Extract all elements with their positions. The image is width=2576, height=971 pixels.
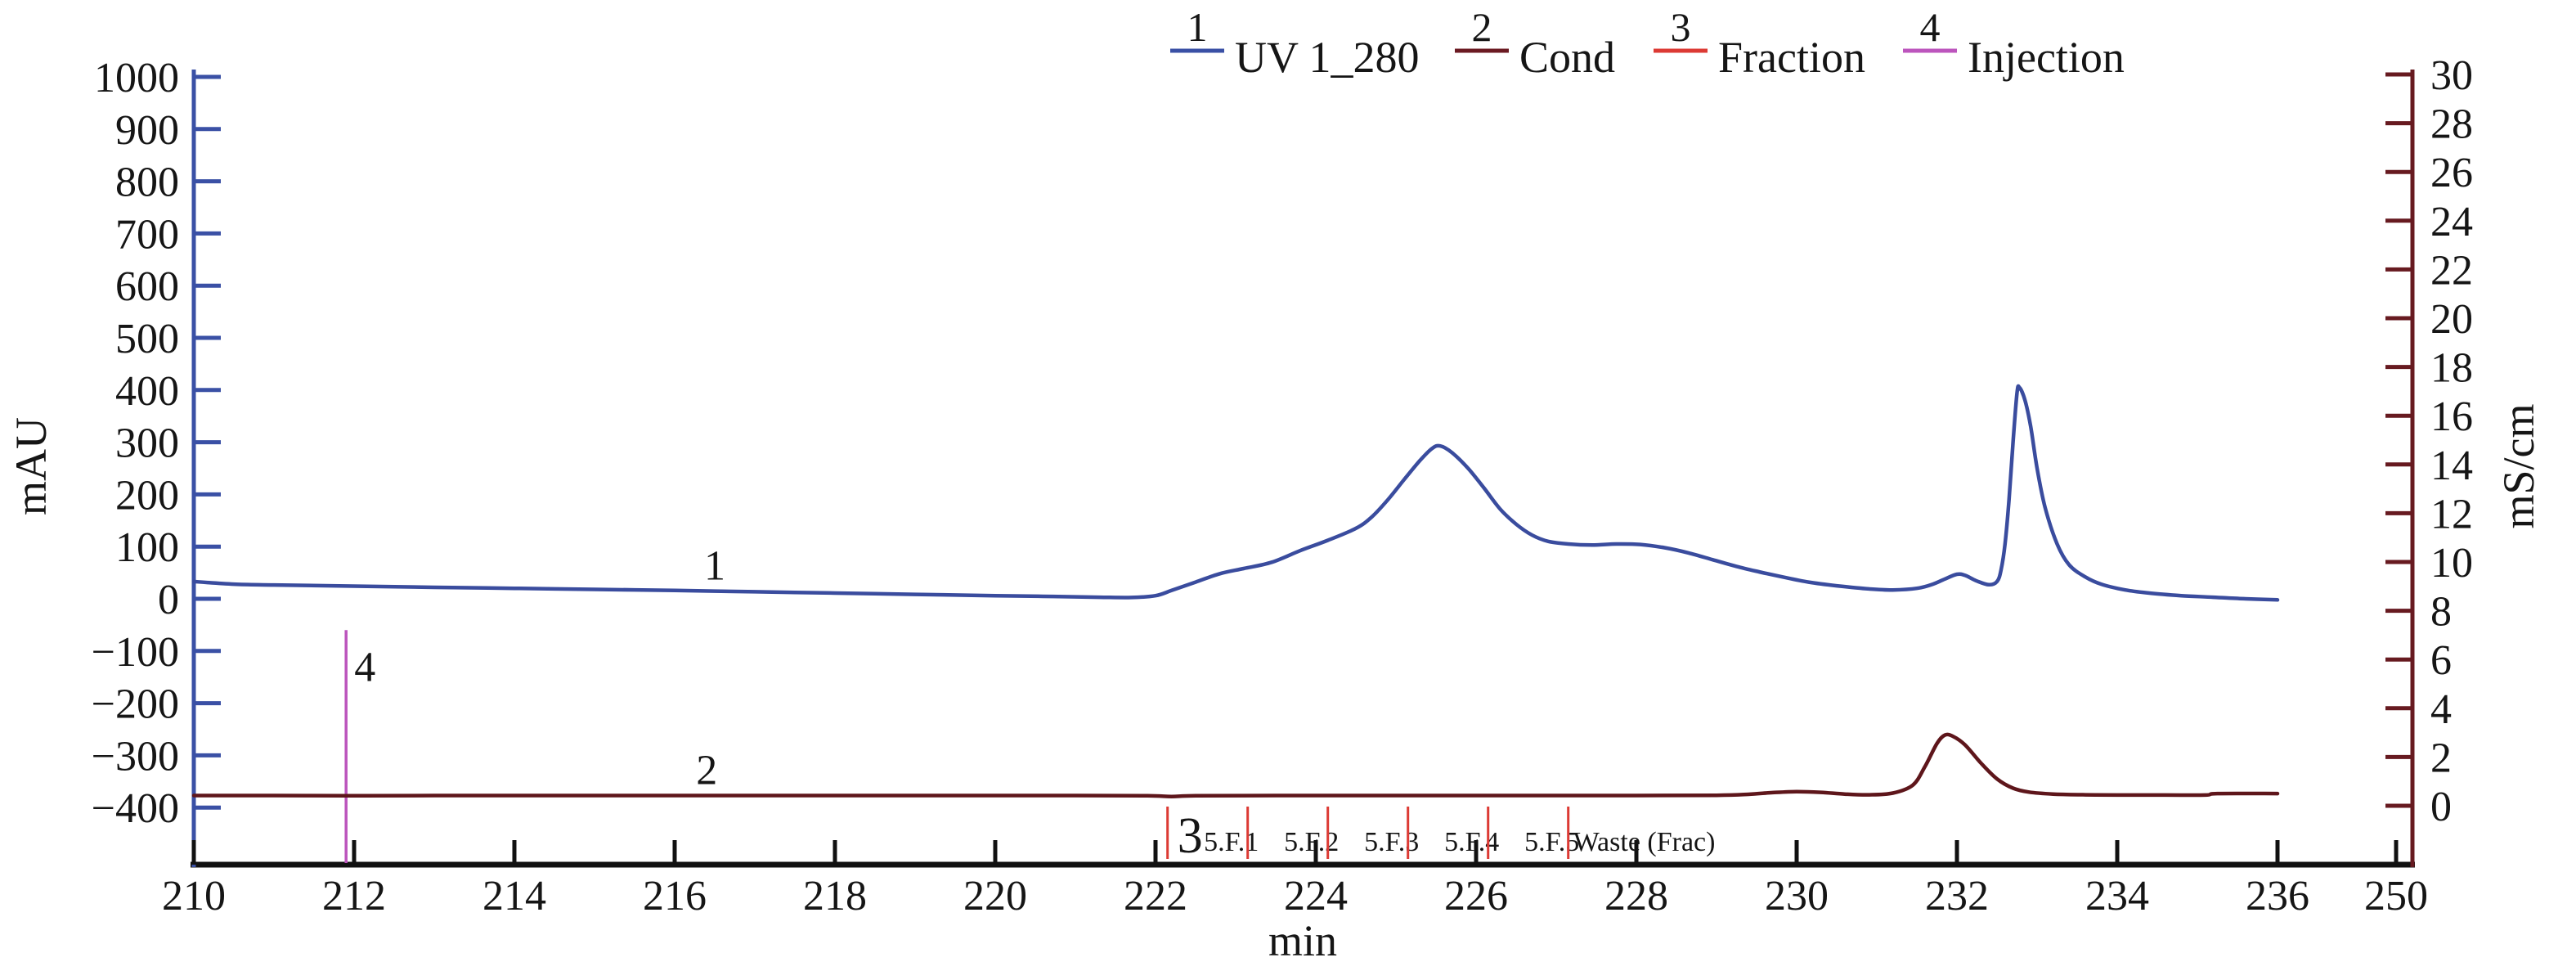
curve-number-2: 2 bbox=[696, 747, 717, 793]
legend-label: UV 1_280 bbox=[1235, 33, 1420, 82]
fraction-label: 5.F.2 bbox=[1284, 827, 1339, 857]
legend-label: Cond bbox=[1519, 33, 1615, 82]
right-axis-tick-label: 18 bbox=[2430, 345, 2473, 392]
left-axis-tick-label: 0 bbox=[158, 577, 179, 623]
left-axis-tick-label: 100 bbox=[115, 524, 179, 571]
legend-number: 4 bbox=[1920, 4, 1941, 50]
right-axis-title: mS/cm bbox=[2494, 403, 2543, 528]
right-axis-tick-label: 2 bbox=[2430, 735, 2452, 781]
x-axis-tick-label: 250 bbox=[2364, 873, 2428, 919]
legend-number: 2 bbox=[1472, 4, 1492, 50]
x-axis-tick-label: 226 bbox=[1444, 873, 1508, 919]
right-axis-tick-label: 10 bbox=[2430, 540, 2473, 587]
right-axis-tick-label: 14 bbox=[2430, 443, 2473, 489]
fraction-label: 5.F.4 bbox=[1444, 827, 1499, 857]
legend-label: Fraction bbox=[1718, 33, 1865, 82]
right-axis-tick-label: 28 bbox=[2430, 101, 2473, 148]
curve-number-1: 1 bbox=[704, 543, 725, 590]
right-axis-tick-label: 20 bbox=[2430, 296, 2473, 343]
fraction-label: Waste (Frac) bbox=[1573, 827, 1716, 857]
trace-cond bbox=[191, 732, 2280, 798]
right-axis-tick-label: 0 bbox=[2430, 784, 2452, 830]
x-axis-tick-label: 224 bbox=[1284, 873, 1348, 919]
right-axis-tick-label: 26 bbox=[2430, 150, 2473, 196]
x-axis-tick-label: 210 bbox=[162, 873, 226, 919]
right-axis-tick-label: 22 bbox=[2430, 247, 2473, 294]
left-axis-tick-label: 900 bbox=[115, 107, 179, 154]
x-axis-tick-label: 232 bbox=[1925, 873, 1989, 919]
left-axis-tick-label: 400 bbox=[115, 368, 179, 415]
left-axis-tick-label: 300 bbox=[115, 420, 179, 467]
left-axis-tick-label: 700 bbox=[115, 211, 179, 258]
x-axis-tick-label: 212 bbox=[322, 873, 386, 919]
x-axis-tick-label: 218 bbox=[803, 873, 867, 919]
right-axis-tick-label: 8 bbox=[2430, 589, 2452, 636]
left-axis-tick-label: 200 bbox=[115, 472, 179, 519]
x-axis-tick-label: 220 bbox=[963, 873, 1027, 919]
left-axis-tick-label: −200 bbox=[92, 681, 179, 728]
right-axis-tick-label: 16 bbox=[2430, 393, 2473, 440]
left-axis-tick-label: 800 bbox=[115, 160, 179, 206]
left-axis-tick-label: −300 bbox=[92, 733, 179, 780]
trace-uv-1-280 bbox=[191, 384, 2280, 602]
x-axis-tick-label: 236 bbox=[2246, 873, 2309, 919]
legend-number: 1 bbox=[1187, 4, 1208, 50]
right-axis-tick-label: 4 bbox=[2430, 686, 2452, 733]
x-axis-tick-label: 216 bbox=[643, 873, 707, 919]
left-axis-tick-label: −100 bbox=[92, 629, 179, 676]
fraction-curve-number: 3 bbox=[1178, 808, 1203, 864]
injection-curve-number: 4 bbox=[354, 644, 375, 690]
right-axis-tick-label: 24 bbox=[2430, 199, 2473, 245]
fraction-label: 5.F.3 bbox=[1364, 827, 1419, 857]
fraction-label: 5.F.1 bbox=[1204, 827, 1259, 857]
right-axis-tick-label: 12 bbox=[2430, 491, 2473, 537]
left-axis-tick-label: 1000 bbox=[94, 55, 179, 101]
left-axis-tick-label: 500 bbox=[115, 316, 179, 362]
x-axis-tick-label: 234 bbox=[2085, 873, 2149, 919]
left-axis-tick-label: −400 bbox=[92, 785, 179, 832]
legend-label: Injection bbox=[1968, 33, 2125, 82]
fraction-label: 5.F.5 bbox=[1524, 827, 1579, 857]
left-axis-title: mAU bbox=[7, 417, 56, 515]
right-axis-tick-label: 30 bbox=[2430, 52, 2473, 99]
x-axis-title: min bbox=[1268, 916, 1337, 965]
x-axis-tick-label: 214 bbox=[482, 873, 546, 919]
x-axis-tick-label: 228 bbox=[1604, 873, 1668, 919]
left-axis-tick-label: 600 bbox=[115, 263, 179, 310]
right-axis-tick-label: 6 bbox=[2430, 637, 2452, 684]
x-axis-tick-label: 230 bbox=[1765, 873, 1829, 919]
legend-number: 3 bbox=[1671, 4, 1691, 50]
x-axis-tick-label: 222 bbox=[1124, 873, 1187, 919]
